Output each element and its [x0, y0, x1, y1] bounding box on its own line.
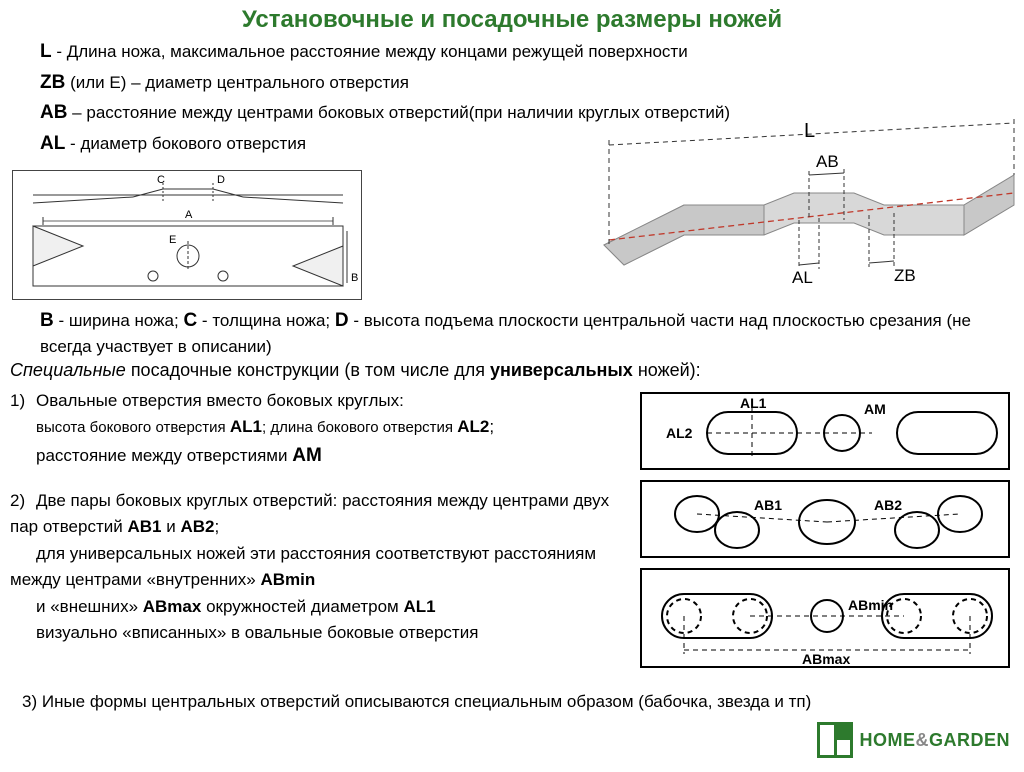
left-diagram: C D A E B — [12, 170, 362, 300]
label-A: A — [185, 209, 193, 221]
dash: - — [65, 134, 80, 153]
diagram-oval: AL1 AL2 AM — [640, 392, 1010, 470]
paren: (или E) — [70, 73, 126, 92]
logo-text: HOME&GARDEN — [859, 730, 1010, 751]
label-AB: AB — [816, 152, 839, 171]
lbl-ABmax: ABmax — [802, 651, 850, 667]
label-L: L — [804, 120, 815, 142]
label-D: D — [217, 174, 225, 186]
sym-ZB: ZB — [40, 72, 65, 93]
list-block: 1)Овальные отверстия вместо боковых круг… — [10, 388, 620, 654]
lbl-ABmin: ABmin — [848, 597, 893, 613]
label-C: C — [157, 174, 165, 186]
logo: HOME&GARDEN — [817, 722, 1010, 758]
diagram-minmax: ABmin ABmax — [640, 568, 1010, 668]
sym-B: B — [40, 310, 54, 331]
lbl-AL2: AL2 — [666, 425, 693, 441]
text: диаметр центрального отверстия — [145, 73, 409, 92]
lbl-AM: AM — [864, 401, 886, 417]
lbl-AB2: AB2 — [874, 497, 902, 513]
section-heading: Специальные посадочные конструкции (в то… — [10, 360, 701, 381]
label-B: B — [351, 272, 358, 284]
diagram-circles: AB1 AB2 — [640, 480, 1010, 558]
lbl-AB1: AB1 — [754, 497, 782, 513]
dash: – — [126, 73, 140, 92]
sym-L: L — [40, 41, 52, 62]
label-AL: AL — [792, 268, 813, 287]
item-1: 1)Овальные отверстия вместо боковых круг… — [10, 388, 620, 470]
sym-D: D — [335, 310, 349, 331]
right-diagram: L AB AL ZB — [594, 115, 1024, 295]
sym-C: C — [183, 310, 197, 331]
text: диаметр бокового отверстия — [80, 134, 306, 153]
lbl-AL1: AL1 — [740, 395, 767, 411]
def-L: L - Длина ножа, максимальное расстояние … — [40, 38, 984, 67]
bcd-row: B - ширина ножа; C - толщина ножа; D - в… — [40, 308, 980, 358]
text: Длина ножа, максимальное расстояние межд… — [67, 42, 688, 61]
dash: - — [52, 42, 62, 61]
logo-icon — [817, 722, 853, 758]
def-ZB: ZB (или E) – диаметр центрального отверс… — [40, 69, 984, 98]
sym-AL: AL — [40, 133, 65, 154]
label-ZB: ZB — [894, 266, 916, 285]
item-3: 3) Иные формы центральных отверстий опис… — [22, 690, 811, 715]
item-2: 2)Две пары боковых круглых отверстий: ра… — [10, 488, 620, 646]
dash: – — [67, 103, 81, 122]
sym-AB: AB — [40, 102, 67, 123]
page-title: Установочные и посадочные размеры ножей — [0, 0, 1024, 34]
label-E: E — [169, 234, 176, 246]
